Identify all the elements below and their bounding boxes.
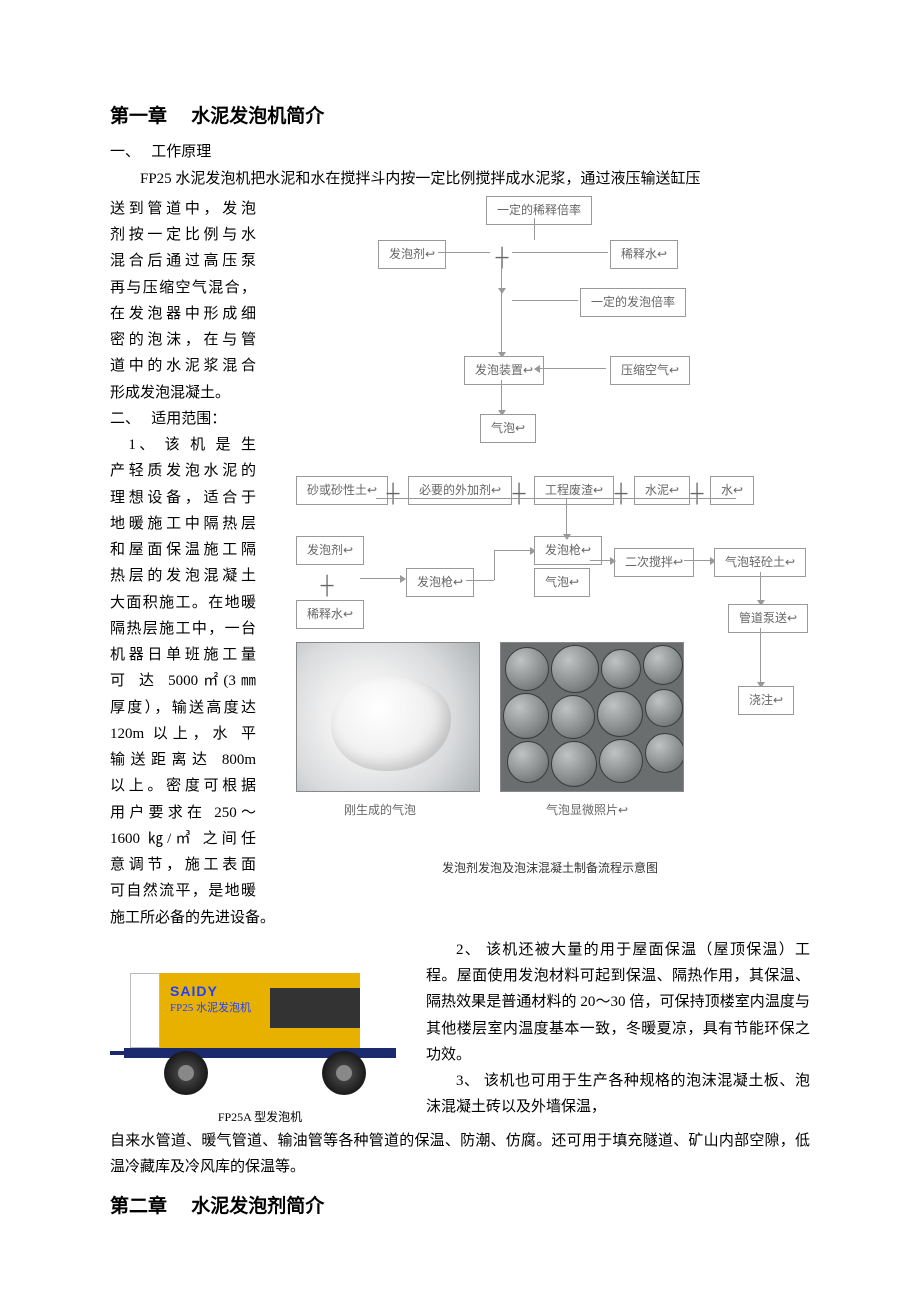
box-dilution-ratio: 一定的稀释倍率	[486, 196, 592, 225]
box-foaming-agent: 发泡剂↩	[378, 240, 446, 269]
box-foam-device: 发泡装置↩	[464, 356, 544, 385]
arrow-right-icon	[360, 578, 400, 579]
text-line: 机器日单班施工量	[110, 642, 256, 668]
box-second-mix: 二次搅拌↩	[614, 548, 694, 577]
text-line: 1600 ㎏/㎥ 之间任	[110, 826, 256, 852]
connector	[466, 580, 494, 581]
text-line: 厚度），输送高度达	[110, 695, 256, 721]
plus-icon: ┼	[495, 242, 509, 260]
photo-micro-foam	[500, 642, 684, 792]
text-line: 在发泡器中形成细	[110, 301, 256, 327]
fp25-caption: FP25A 型发泡机	[110, 1107, 410, 1128]
box-cement: 水泥↩	[634, 476, 690, 505]
plus-icon: ┼	[690, 478, 704, 496]
text-line: 送到管道中，发泡	[110, 196, 256, 222]
arrow-right-icon	[684, 560, 710, 561]
text-line: 理想设备，适合于	[110, 485, 256, 511]
connector	[534, 218, 535, 219]
flow-diagram-figure: 一定的稀释倍率 发泡剂↩ ┼ 稀释水↩ 一定的发泡倍率 发泡装置↩ 压缩空气↩ …	[290, 196, 810, 879]
section-1-title: 一、 工作原理	[110, 139, 810, 165]
text-line: 1、 该 机 是 生	[110, 432, 256, 458]
text-line: 混合后通过高压泵	[110, 248, 256, 274]
text-line: 形成发泡混凝土。	[110, 380, 256, 406]
text-line: 120m 以上，水 平	[110, 721, 256, 747]
box-waste: 工程废渣↩	[534, 476, 614, 505]
arrow-right-icon	[494, 550, 530, 551]
plus-icon: ┼	[614, 478, 628, 496]
text-line: 产轻质发泡水泥的	[110, 458, 256, 484]
box-water: 水↩	[710, 476, 754, 505]
text-line: 再与压缩空气混合，	[110, 275, 256, 301]
text-line: 以上。密度可根据	[110, 773, 256, 799]
connector	[512, 252, 608, 253]
text-line: 意调节，施工表面	[110, 852, 256, 878]
plus-icon: ┼	[386, 478, 400, 496]
arrow-down-icon	[760, 628, 761, 682]
box-bubble: 气泡↩	[480, 414, 536, 443]
arrow-down-icon	[566, 498, 567, 534]
box-foam-ratio: 一定的发泡倍率	[580, 288, 686, 317]
para-intro-top: FP25 水泥发泡机把水泥和水在搅拌斗内按一定比例搅拌成水泥浆，通过液压输送缸压	[110, 166, 810, 192]
para-3-continued: 自来水管道、暖气管道、输油管等各种管道的保温、防潮、仿腐。还可用于填充隧道、矿山…	[110, 1128, 810, 1181]
plus-icon: ┼	[512, 478, 526, 496]
text-line: 道中的水泥浆混合	[110, 353, 256, 379]
text-line: 剂按一定比例与水	[110, 222, 256, 248]
box-foaming-agent-2: 发泡剂↩	[296, 536, 364, 565]
photo-caption-right: 气泡显微照片↩	[546, 800, 628, 821]
model-label: FP25 水泥发泡机	[170, 999, 251, 1018]
text-line: 输送距离达 800m	[110, 747, 256, 773]
box-pour: 浇注↩	[738, 686, 794, 715]
box-pump: 管道泵送↩	[728, 604, 808, 633]
section-2-title: 二、 适用范围：	[110, 406, 256, 432]
arrow-left-icon	[540, 368, 606, 369]
text-line: 热层的发泡混凝土	[110, 563, 256, 589]
box-foam-gun: 发泡枪↩	[406, 568, 474, 597]
box-dilution-water: 稀释水↩	[610, 240, 678, 269]
arrow-down-icon	[760, 572, 761, 600]
connector	[438, 252, 490, 253]
connector	[512, 300, 578, 301]
photo-fresh-foam	[296, 642, 480, 792]
box-compressed-air: 压缩空气↩	[610, 356, 690, 385]
box-bubble-2: 气泡↩	[534, 568, 590, 597]
chapter-1-title: 第一章 水泥发泡机简介	[110, 100, 810, 133]
arrow-right-icon	[590, 560, 610, 561]
fp25-figure: SAIDY FP25 水泥发泡机 FP25A 型发泡机	[110, 943, 410, 1128]
photo-caption-left: 刚生成的气泡	[344, 800, 416, 821]
flow-diagram: 一定的稀释倍率 发泡剂↩ ┼ 稀释水↩ 一定的发泡倍率 发泡装置↩ 压缩空气↩ …	[290, 196, 810, 856]
box-sand: 砂或砂性土↩	[296, 476, 388, 505]
connector	[494, 550, 495, 580]
arrow-down-icon	[501, 380, 502, 410]
text-line: 可自然流平，是地暖	[110, 878, 256, 904]
para-tail-line: 施工所必备的先进设备。	[110, 905, 810, 931]
connector	[376, 498, 736, 499]
chapter-2-title: 第二章 水泥发泡剂简介	[110, 1190, 810, 1223]
text-line: 密的泡沫，在与管	[110, 327, 256, 353]
box-additive: 必要的外加剂↩	[408, 476, 512, 505]
text-line: 用户要求在 250～	[110, 800, 256, 826]
text-line: 地暖施工中隔热层	[110, 511, 256, 537]
arrow-down-icon	[501, 292, 502, 352]
text-line: 和屋面保温施工隔	[110, 537, 256, 563]
arrow-down-icon	[501, 258, 502, 288]
fp25-machine-illustration: SAIDY FP25 水泥发泡机	[110, 943, 410, 1103]
text-line: 大面积施工。在地暖	[110, 590, 256, 616]
connector	[534, 218, 535, 240]
left-text-column-1: 送到管道中，发泡 剂按一定比例与水 混合后通过高压泵 再与压缩空气混合， 在发泡…	[110, 196, 256, 905]
diagram-caption: 发泡剂发泡及泡沫混凝土制备流程示意图	[290, 858, 810, 879]
text-line: 隔热层施工中，一台	[110, 616, 256, 642]
plus-icon: ┼	[320, 570, 334, 588]
text-line: 可 达 5000㎡(3㎜	[110, 668, 256, 694]
box-dilution-water-2: 稀释水↩	[296, 600, 364, 629]
